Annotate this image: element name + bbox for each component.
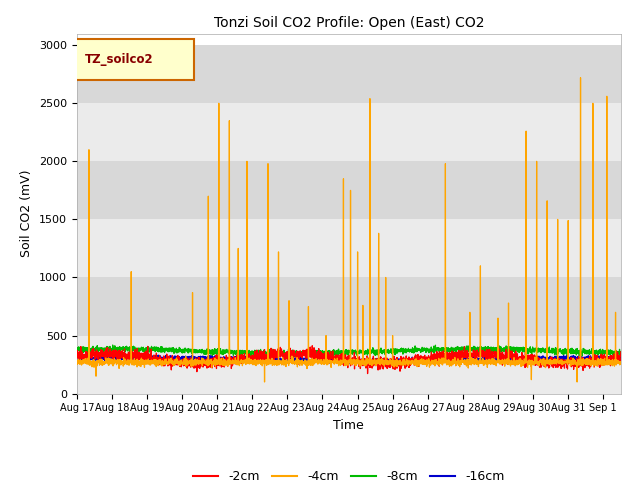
Bar <box>77 103 621 161</box>
Title: Tonzi Soil CO2 Profile: Open (East) CO2: Tonzi Soil CO2 Profile: Open (East) CO2 <box>214 16 484 30</box>
-2cm <box>617 349 625 355</box>
-4cm <box>548 360 556 366</box>
-16cm <box>135 355 143 360</box>
-2cm <box>308 343 316 348</box>
Y-axis label: Soil CO2 (mV): Soil CO2 (mV) <box>20 170 33 257</box>
-16cm <box>73 353 81 359</box>
X-axis label: Time: Time <box>333 419 364 432</box>
-8cm <box>289 355 296 361</box>
Line: -16cm: -16cm <box>77 355 621 364</box>
Bar <box>77 161 621 219</box>
-16cm <box>346 361 353 367</box>
Line: -8cm: -8cm <box>77 345 621 358</box>
-16cm <box>167 356 175 362</box>
-2cm <box>135 356 143 362</box>
FancyBboxPatch shape <box>74 39 194 80</box>
Bar <box>77 336 621 394</box>
-16cm <box>305 358 313 364</box>
Bar <box>77 277 621 336</box>
-4cm <box>167 358 175 363</box>
-8cm <box>135 346 143 351</box>
-4cm <box>260 379 268 385</box>
-2cm <box>282 355 289 360</box>
-8cm <box>73 345 81 351</box>
-2cm <box>167 362 175 368</box>
-8cm <box>305 353 313 359</box>
-8cm <box>282 352 289 358</box>
-8cm <box>109 342 116 348</box>
-16cm <box>548 358 556 363</box>
-16cm <box>617 357 625 363</box>
Bar <box>77 45 621 103</box>
-4cm <box>577 75 584 81</box>
-16cm <box>282 357 289 362</box>
-4cm <box>73 359 81 364</box>
-8cm <box>607 347 614 353</box>
-2cm <box>305 351 313 357</box>
Text: TZ_soilco2: TZ_soilco2 <box>85 53 154 66</box>
-16cm <box>611 352 619 358</box>
-4cm <box>305 361 313 367</box>
Line: -4cm: -4cm <box>77 78 621 382</box>
-8cm <box>168 347 175 352</box>
-16cm <box>607 354 614 360</box>
-4cm <box>607 358 614 363</box>
Legend: -2cm, -4cm, -8cm, -16cm: -2cm, -4cm, -8cm, -16cm <box>188 465 509 480</box>
-8cm <box>548 346 556 351</box>
-2cm <box>73 354 81 360</box>
-8cm <box>617 351 625 357</box>
Bar <box>77 219 621 277</box>
-2cm <box>607 363 614 369</box>
-4cm <box>135 361 143 367</box>
-4cm <box>282 360 289 366</box>
-2cm <box>548 363 556 369</box>
Line: -2cm: -2cm <box>77 346 621 373</box>
-2cm <box>364 371 371 376</box>
-4cm <box>617 359 625 365</box>
